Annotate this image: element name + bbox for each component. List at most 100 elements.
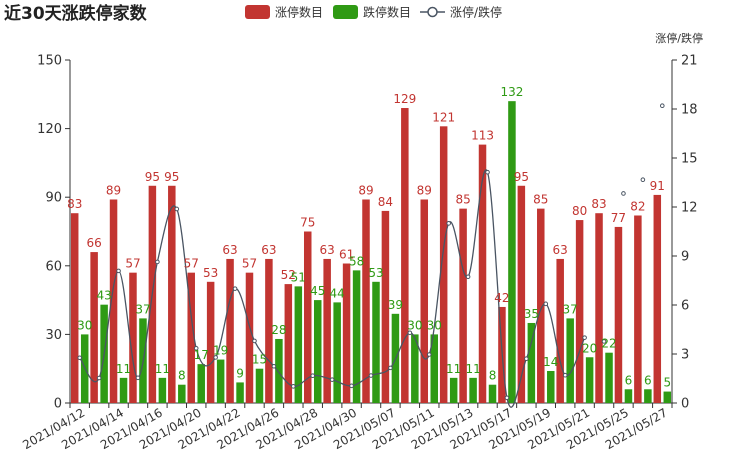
y-left-tick-label: 150 (37, 54, 62, 69)
ratio-point (155, 259, 160, 265)
bar-limit-down (469, 377, 477, 403)
ratio-point (582, 335, 587, 340)
bar-limit-down (411, 334, 419, 403)
bar-limit-up (439, 126, 448, 404)
bar-limit-down-label: 8 (178, 369, 186, 383)
bar-limit-down-label: 11 (446, 362, 461, 376)
legend-item[interactable]: 涨停/跌停 (420, 5, 502, 20)
bar-limit-down-label: 20 (582, 341, 597, 355)
bar-limit-up-label: 63 (261, 243, 276, 257)
bar-limit-down (275, 338, 283, 403)
ratio-point (135, 375, 141, 381)
y-left-tick-label: 60 (45, 259, 62, 274)
bar-limit-down (644, 389, 652, 403)
bar-limit-down (488, 384, 497, 403)
bar-limit-down (449, 377, 458, 403)
y-right-tick-label: 0 (681, 397, 689, 412)
ratio-point (640, 177, 646, 183)
bar-limit-up-label: 84 (378, 195, 393, 209)
bar-limit-down (333, 302, 341, 403)
y-left-tick-label: 90 (45, 191, 62, 206)
bars (70, 101, 672, 404)
ratio-point (601, 339, 607, 344)
bar-limit-down (158, 377, 167, 403)
bar-limit-up-label: 113 (471, 129, 494, 143)
bar-limit-up-label: 57 (184, 257, 199, 271)
bar-limit-up (517, 185, 526, 403)
y-right-tick-label: 21 (681, 54, 698, 69)
bar-limit-down (255, 368, 264, 403)
bar-limit-down-label: 53 (368, 266, 383, 280)
legend-item[interactable]: 涨停数目 (245, 5, 323, 20)
ratio-point (310, 373, 316, 379)
bar-limit-up-label: 77 (611, 211, 626, 225)
ratio-point (193, 345, 199, 351)
bar-limit-down (624, 389, 633, 403)
bar-limit-down-label: 6 (625, 373, 633, 387)
bar-limit-down (663, 391, 672, 403)
bar-limit-down (352, 270, 361, 403)
bar-limit-up (575, 220, 584, 403)
bar-limit-down-label: 11 (465, 362, 480, 376)
ratio-point (407, 330, 413, 336)
ratio-point (446, 221, 451, 226)
y-right-tick-label: 3 (681, 348, 689, 363)
ratio-point (659, 103, 665, 109)
bar-limit-up (284, 284, 293, 403)
legend[interactable]: 涨停数目 跌停数目 涨停/跌停 (245, 5, 502, 20)
bar-limit-down-label: 19 (213, 344, 228, 358)
bar-limit-up-label: 57 (242, 257, 257, 271)
ratio-point (174, 206, 180, 212)
legend-marker (427, 6, 438, 18)
bar-limit-up (303, 231, 312, 403)
bar-limit-up-label: 82 (630, 199, 645, 213)
ratio-point (485, 169, 490, 175)
bar-limit-down-label: 8 (489, 369, 497, 383)
bar-limit-up-label: 42 (494, 291, 509, 305)
bar-limit-down-label: 132 (500, 85, 523, 99)
bar-limit-down (430, 334, 439, 403)
bar-limit-up (614, 226, 623, 403)
bar-limit-up-label: 121 (432, 110, 455, 124)
bar-limit-down-label: 28 (271, 323, 286, 337)
bar-limit-down-label: 43 (96, 289, 111, 303)
bar-limit-up-label: 53 (203, 266, 218, 280)
chart-title: 近30天涨跌停家数 (4, 3, 148, 24)
bar-limit-up (265, 258, 273, 403)
bar-limit-down-label: 17 (194, 348, 209, 362)
bar-limit-up-label: 95 (514, 170, 529, 184)
bar-limit-down-label: 30 (407, 318, 422, 332)
bar-limit-up-label: 95 (164, 170, 179, 184)
bar-limit-down (527, 322, 536, 403)
bar-limit-up-label: 85 (455, 193, 470, 207)
bar-limit-up (187, 272, 195, 403)
bar-limit-up-label: 83 (67, 197, 82, 211)
bar-limit-up (478, 144, 487, 403)
ratio-point (562, 372, 568, 378)
bar-limit-down-label: 37 (135, 302, 150, 316)
ratio-point (232, 286, 238, 291)
bar-limit-up (109, 199, 118, 403)
bar-limit-up (420, 199, 429, 403)
bar-limit-up-label: 89 (106, 183, 121, 197)
y-right-tick-label: 15 (681, 152, 698, 167)
ratio-point (368, 373, 374, 378)
bar-limit-down-label: 6 (644, 373, 652, 387)
ratio-point (252, 338, 257, 344)
ratio-point (271, 363, 277, 369)
ratio-point (329, 377, 335, 382)
ratio-point (213, 355, 218, 360)
y-left-tick-label: 30 (45, 328, 62, 343)
bar-limit-down (236, 382, 244, 403)
bar-limit-down-label: 58 (349, 254, 364, 268)
bar-limit-down (508, 101, 516, 403)
legend-item[interactable]: 跌停数目 (333, 5, 411, 20)
y-right-tick-label: 9 (681, 250, 689, 265)
bar-limit-up-label: 129 (393, 92, 416, 106)
ratio-point (388, 365, 393, 371)
bar-limit-up-label: 63 (222, 243, 237, 257)
bar-limit-down (605, 352, 613, 403)
bar-limit-up (70, 213, 79, 403)
bar-limit-down-label: 5 (663, 376, 671, 390)
